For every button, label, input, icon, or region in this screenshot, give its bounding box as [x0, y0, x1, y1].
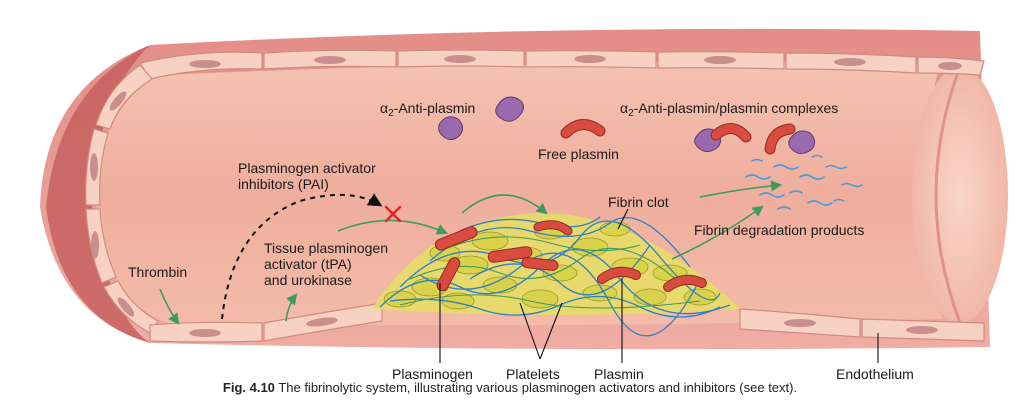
- figure-number: Fig. 4.10: [222, 380, 275, 395]
- endothelial-nuclei-bottom: [189, 317, 938, 337]
- fibrin-clot-leader: [617, 208, 629, 230]
- free-plasmin-molecule: [560, 119, 606, 139]
- plasmin-label: Plasmin: [594, 366, 644, 382]
- endothelial-cells-top: [139, 49, 985, 80]
- tpa-source-arrow: [285, 293, 298, 322]
- tpa-label-line2: activator (tPA): [264, 256, 352, 272]
- clot-to-fdp-arrow: [699, 180, 783, 198]
- fdp-label: Fibrin degradation products: [694, 222, 864, 238]
- fibrin-degradation-arrow: [671, 205, 764, 260]
- tpa-to-clot-arrow: [337, 219, 449, 235]
- endothelial-nuclei-top: [189, 55, 962, 70]
- thrombin-arrow: [159, 288, 180, 325]
- figure-caption-text: The fibrinolytic system, illustrating va…: [278, 380, 798, 395]
- thrombin-label: Thrombin: [128, 264, 187, 280]
- fibrin-clot-label: Fibrin clot: [608, 194, 669, 210]
- complex-label: α2-Anti-plasmin/plasmin complexes: [620, 100, 838, 119]
- process-arrows: [159, 180, 783, 325]
- tpa-label-line1: Tissue plasminogen: [264, 240, 388, 256]
- fibrin-mesh-green: [399, 236, 701, 309]
- antiplasmin-label: α2-Anti-plasmin: [380, 100, 475, 119]
- plasminogen-label: Plasminogen: [392, 366, 473, 382]
- pai-label-line2: inhibitors (PAI): [238, 176, 329, 192]
- leader-lines: [439, 208, 879, 363]
- complexed-plasmin-molecules: [710, 123, 796, 155]
- platelets-label: Platelets: [506, 366, 560, 382]
- platelets-leader-1: [519, 302, 541, 360]
- pai-dashed-arrow: [221, 193, 383, 320]
- inhibition-cross-icon: [384, 205, 402, 223]
- antiplasmin-molecules: [438, 96, 816, 155]
- plasminogen-to-plasmin-arrow: [461, 194, 548, 215]
- endothelium-label: Endothelium: [836, 366, 914, 382]
- platelets-leader-2: [539, 302, 563, 360]
- plasmin-rods: [434, 220, 707, 292]
- figure-caption: Fig. 4.10 The fibrinolytic system, illus…: [0, 380, 1020, 395]
- endothelial-nuclei-left: [90, 91, 135, 317]
- pai-label-line1: Plasminogen activator: [238, 160, 376, 176]
- tpa-label-line3: and urokinase: [264, 272, 352, 288]
- fibrin-degradation-fragments: [745, 154, 863, 210]
- free-plasmin-label: Free plasmin: [538, 146, 619, 162]
